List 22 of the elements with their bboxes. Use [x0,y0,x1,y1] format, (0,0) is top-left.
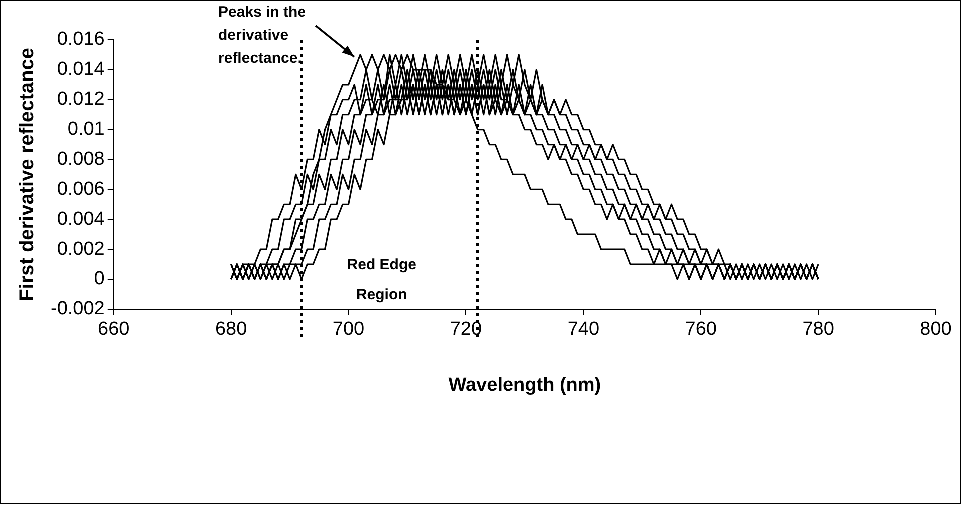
y-tick-label: 0.002 [57,238,105,260]
x-axis-title: Wavelength (nm) [448,374,602,396]
annotation: Peaks in the derivative reflectance. [218,4,306,67]
x-tick-label: 660 [98,319,130,340]
x-tick-label: 780 [802,319,834,340]
annotation: Red Edge Region [347,256,416,304]
y-tick-label: 0.01 [68,119,105,140]
x-tick-label: 740 [568,319,600,340]
y-tick-label: 0.004 [57,208,106,230]
y-tick-label: 0.016 [57,29,105,50]
y-tick-label: 0.006 [57,178,105,200]
x-tick-label: 760 [685,319,717,340]
x-tick-label: 800 [920,319,952,340]
y-tick-label: 0.014 [57,59,106,80]
x-tick-label: 700 [332,319,365,340]
x-tick-label: 720 [450,319,482,340]
y-tick-label: 0.012 [57,89,105,110]
y-axis-title: First derivative reflectance [16,48,39,302]
x-tick-label: 680 [215,319,248,340]
y-tick-label: -0.002 [51,298,105,320]
y-tick-label: 0.008 [57,148,105,170]
y-tick-label: 0 [94,268,105,290]
